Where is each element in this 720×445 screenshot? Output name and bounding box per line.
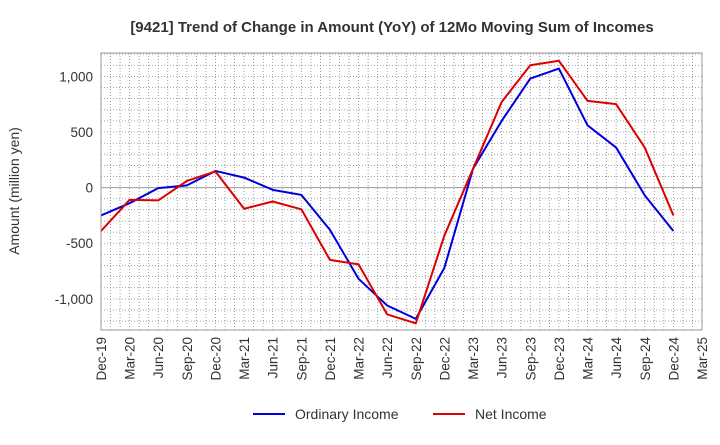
x-tick-label: Mar-22 bbox=[352, 337, 367, 380]
x-tick-label: Dec-19 bbox=[94, 337, 109, 381]
x-tick-label: Dec-22 bbox=[437, 337, 452, 381]
x-tick-label: Jun-21 bbox=[266, 337, 281, 378]
ordinary-income-line bbox=[100, 67, 675, 320]
legend-label-net-income: Net Income bbox=[475, 406, 547, 422]
x-tick-label: Mar-20 bbox=[123, 337, 138, 380]
y-tick-labels: -1,000 -500 0 500 1,000 bbox=[55, 69, 93, 306]
x-tick-label: Sep-21 bbox=[294, 337, 309, 381]
chart-title: [9421] Trend of Change in Amount (YoY) o… bbox=[130, 19, 653, 36]
y-tick-label: -500 bbox=[66, 236, 93, 251]
series-lines bbox=[100, 59, 675, 325]
legend-label-ordinary-income: Ordinary Income bbox=[295, 406, 399, 422]
net-income-line bbox=[100, 59, 675, 325]
x-tick-label: Dec-24 bbox=[666, 337, 681, 381]
y-axis-label: Amount (million yen) bbox=[6, 127, 22, 255]
x-tick-label: Sep-24 bbox=[638, 337, 653, 381]
grid bbox=[101, 53, 702, 330]
x-tick-label: Jun-23 bbox=[495, 337, 510, 378]
x-tick-label: Dec-21 bbox=[323, 337, 338, 381]
x-tick-label: Sep-22 bbox=[409, 337, 424, 381]
y-tick-label: 0 bbox=[85, 181, 93, 196]
x-tick-label: Sep-20 bbox=[180, 337, 195, 381]
x-tick-label: Mar-23 bbox=[466, 337, 481, 380]
y-tick-label: 1,000 bbox=[59, 69, 93, 84]
x-tick-label: Sep-23 bbox=[523, 337, 538, 381]
x-tick-labels: Dec-19 Mar-20 Jun-20 Sep-20 Dec-20 Mar-21 Jun-… bbox=[94, 337, 710, 381]
y-tick-label: -1,000 bbox=[55, 292, 93, 307]
legend: Ordinary Income Net Income bbox=[253, 406, 547, 422]
plot-frame bbox=[100, 52, 703, 331]
x-tick-label: Dec-23 bbox=[552, 337, 567, 381]
x-tick-label: Jun-24 bbox=[609, 337, 624, 379]
x-tick-label: Mar-25 bbox=[695, 337, 710, 380]
x-tick-label: Mar-21 bbox=[237, 337, 252, 380]
x-tick-label: Dec-20 bbox=[208, 337, 223, 381]
y-tick-label: 500 bbox=[70, 125, 93, 140]
x-tick-label: Mar-24 bbox=[581, 337, 596, 380]
x-tick-label: Jun-22 bbox=[380, 337, 395, 378]
x-tick-label: Jun-20 bbox=[151, 337, 166, 378]
